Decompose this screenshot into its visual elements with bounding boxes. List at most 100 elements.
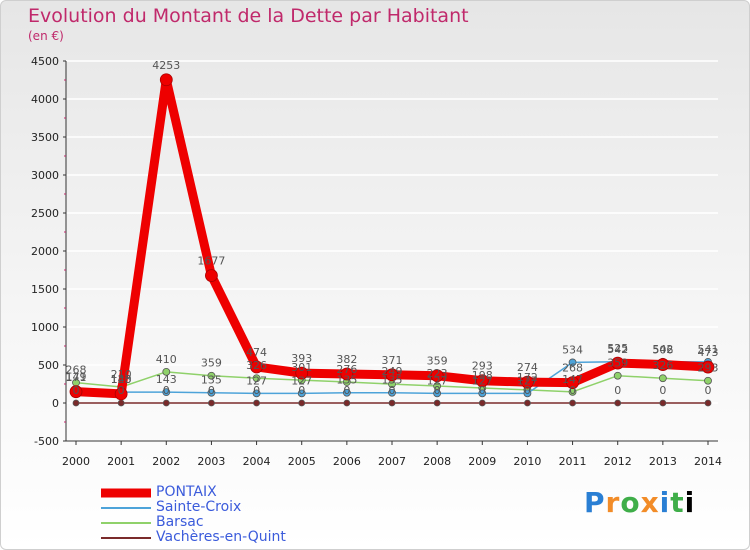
data-point [250, 360, 263, 374]
data-point [614, 399, 622, 407]
data-label: 0 [253, 384, 260, 397]
logo-letter: t [670, 486, 685, 519]
data-label: 293 [472, 360, 493, 373]
data-label: 0 [434, 384, 441, 397]
proxiti-logo: Proxiti [584, 486, 695, 519]
data-label: 135 [336, 374, 357, 387]
data-label: 0 [569, 384, 576, 397]
data-point [342, 388, 351, 397]
data-point [658, 374, 667, 383]
x-tick-label: 2010 [513, 455, 541, 468]
data-point [252, 374, 261, 383]
y-tick-label: 1000 [31, 321, 59, 334]
x-tick-label: 2013 [649, 455, 677, 468]
data-label: 135 [201, 374, 222, 387]
data-point [569, 399, 576, 407]
data-label: 371 [382, 354, 403, 367]
chart-title: Evolution du Montant de la Dette par Hab… [28, 5, 469, 27]
legend-swatch [101, 521, 151, 524]
data-label: 0 [705, 384, 712, 397]
data-label: 410 [156, 353, 177, 366]
x-tick-label: 2011 [559, 455, 587, 468]
data-label: 198 [472, 369, 493, 382]
data-label: 127 [517, 374, 538, 387]
y-tick-label: 2500 [31, 207, 59, 220]
data-label: 359 [607, 357, 628, 370]
data-point [72, 399, 80, 407]
x-tick-label: 2003 [197, 455, 225, 468]
logo-letter: o [620, 486, 641, 519]
data-point [117, 399, 125, 407]
data-point [208, 399, 215, 407]
data-point [295, 366, 309, 380]
data-label: 210 [111, 368, 132, 381]
data-label: 268 [66, 364, 87, 377]
legend-swatch [101, 536, 151, 539]
data-label: 0 [479, 384, 486, 397]
y-tick-label: 4500 [31, 55, 59, 68]
data-point [252, 389, 261, 398]
data-point [388, 399, 396, 407]
chart-subtitle: (en €) [28, 29, 64, 43]
data-label: 0 [389, 384, 396, 397]
x-tick-label: 2000 [62, 455, 90, 468]
data-label: 359 [201, 357, 222, 370]
data-point [613, 371, 622, 380]
data-point [298, 399, 306, 407]
x-tick-label: 2001 [107, 455, 135, 468]
logo-letter: i [684, 486, 696, 519]
data-label: 326 [246, 359, 267, 372]
data-point [205, 269, 218, 282]
data-point [701, 360, 715, 374]
legend-label: PONTAIX [156, 484, 217, 500]
y-tick-label: 2000 [31, 245, 59, 258]
data-label: 506 [652, 344, 673, 357]
data-label: 473 [698, 346, 719, 359]
data-point [385, 368, 399, 382]
data-label: 147 [562, 373, 583, 386]
data-point [475, 374, 489, 388]
data-point [566, 376, 579, 390]
data-label: 172 [517, 371, 538, 384]
data-label: 474 [246, 346, 267, 359]
data-point [114, 387, 128, 401]
data-point [162, 388, 171, 397]
legend-swatch [101, 506, 151, 509]
y-tick-label: 3000 [31, 169, 59, 182]
data-label: 0 [298, 384, 305, 397]
logo-letter: r [605, 486, 621, 519]
data-label: 542 [652, 343, 673, 356]
data-point [656, 358, 670, 371]
data-point [343, 399, 351, 407]
data-label: 0 [208, 384, 215, 397]
y-tick-label: 3500 [31, 131, 59, 144]
data-label: 541 [698, 343, 719, 356]
data-label: 393 [291, 352, 312, 365]
data-label: 135 [382, 374, 403, 387]
data-point [521, 375, 534, 389]
data-point [478, 389, 487, 398]
logo-letter: x [640, 486, 660, 519]
data-label: 301 [291, 361, 312, 374]
x-tick-label: 2006 [333, 455, 361, 468]
data-point [524, 399, 531, 407]
data-point [207, 388, 216, 397]
data-point [430, 369, 444, 383]
data-label: 274 [517, 361, 538, 374]
data-label: 0 [343, 384, 350, 397]
data-label: 249 [382, 365, 403, 378]
data-point [297, 389, 306, 398]
data-point [433, 399, 441, 407]
data-point [433, 389, 442, 398]
data-label: 268 [562, 362, 583, 375]
data-point [253, 399, 260, 407]
data-point [568, 358, 577, 367]
data-label: 171 [66, 371, 87, 384]
data-label: 534 [562, 343, 583, 356]
legend-swatch [101, 488, 151, 497]
data-label: 293 [698, 362, 719, 375]
legend-label: Vachères-en-Quint [156, 529, 286, 545]
data-label: 4253 [152, 59, 180, 72]
